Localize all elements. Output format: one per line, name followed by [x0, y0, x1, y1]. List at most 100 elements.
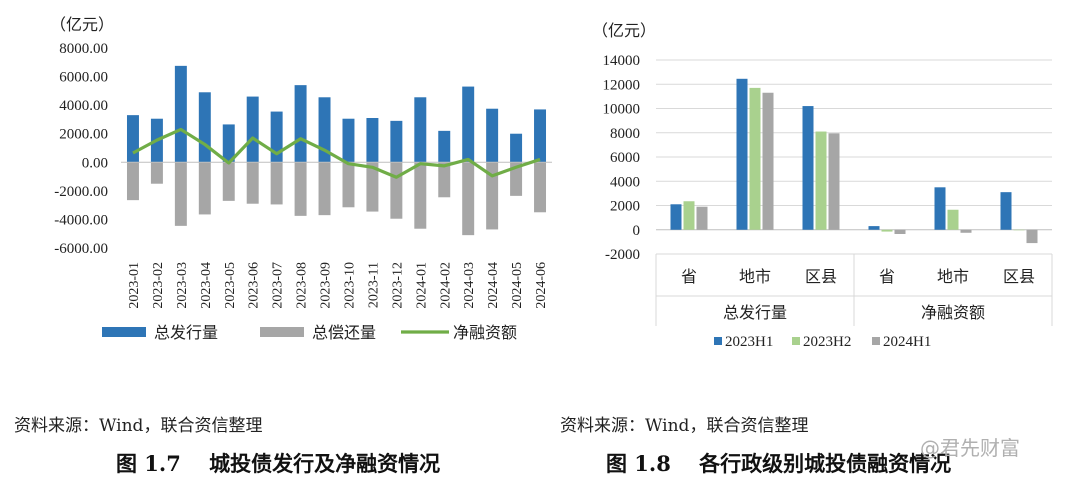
- issuance-bar: [126, 115, 139, 163]
- admin-level-bar: [1013, 229, 1025, 231]
- admin-level-bar: [762, 92, 774, 230]
- left-net-line: [132, 127, 541, 179]
- right-x-tick-label: 地市: [739, 267, 771, 286]
- left-x-tick-label: 2023-01: [127, 262, 142, 309]
- left-y-tick-label: -2000.00: [54, 184, 108, 200]
- legend-swatch: [792, 337, 800, 345]
- admin-level-bar: [894, 229, 906, 234]
- legend-label: 2024H1: [883, 334, 931, 350]
- left-y-tick-label: 8000.00: [59, 41, 108, 57]
- right-x-tick-label: 区县: [805, 267, 837, 286]
- left-x-tick-label: 2023-03: [175, 262, 190, 309]
- left-x-tick-label: 2023-11: [366, 262, 381, 308]
- issuance-bar: [366, 118, 379, 163]
- left-legend: 总发行量 总偿还量 净融资额: [102, 323, 517, 342]
- left-x-tick-label: 2023-09: [319, 262, 334, 309]
- right-y-tick-label: 8000: [610, 126, 640, 142]
- repayment-bar: [534, 162, 547, 213]
- admin-level-bar: [802, 106, 814, 230]
- right-group-label: 净融资额: [921, 303, 985, 322]
- issuance-bar: [510, 133, 523, 163]
- watermark: @君先财富: [920, 436, 1020, 460]
- right-y-tick-label: 2000: [610, 199, 640, 215]
- admin-level-bar: [749, 87, 761, 230]
- left-y-tick-label: 4000.00: [59, 98, 108, 114]
- repayment-bar: [366, 162, 379, 212]
- issuance-bar: [438, 130, 451, 163]
- repayment-bar: [246, 162, 259, 204]
- left-y-axis: 8000.00 6000.00 4000.00 2000.00 0.00 -2000.00…: [54, 41, 108, 257]
- issuance-bar: [534, 109, 547, 163]
- right-y-tick-label: 4000: [610, 174, 640, 190]
- left-x-tick-label: 2024-03: [462, 262, 477, 309]
- left-x-tick-label: 2024-04: [486, 262, 501, 309]
- admin-level-bar: [934, 187, 946, 230]
- left-x-tick-label: 2023-05: [223, 262, 238, 309]
- left-x-tick-label: 2023-10: [342, 262, 357, 309]
- admin-level-bar: [947, 209, 959, 230]
- repayment-bar: [318, 162, 331, 216]
- issuance-bar: [174, 65, 187, 163]
- right-source-note: 资料来源：Wind，联合资信整理: [560, 416, 809, 436]
- right-unit-label: （亿元）: [592, 21, 656, 40]
- issuance-bar: [414, 97, 427, 163]
- right-y-tick-label: 12000: [603, 77, 641, 93]
- left-y-tick-label: 0.00: [82, 155, 108, 171]
- issuance-net-financing-chart: （亿元） 8000.00 6000.00 4000.00 2000.00 0.00 -20…: [50, 15, 552, 342]
- legend-label: 总发行量: [154, 323, 218, 342]
- left-x-tick-label: 2023-12: [390, 262, 405, 309]
- issuance-bar: [198, 92, 211, 163]
- admin-level-bar: [1026, 229, 1038, 244]
- right-group-label: 总发行量: [723, 303, 787, 322]
- legend-label: 总偿还量: [312, 323, 376, 342]
- repayment-bar: [270, 162, 283, 205]
- legend-label: 净融资额: [453, 323, 517, 342]
- legend-swatch: [714, 337, 722, 345]
- left-x-tick-label: 2023-04: [199, 262, 214, 309]
- left-bars: [121, 65, 552, 236]
- right-y-tick-label: -2000: [605, 247, 640, 263]
- issuance-bar: [342, 118, 355, 163]
- issuance-bar: [294, 85, 307, 163]
- issuance-bar: [462, 86, 475, 163]
- left-x-tick-label: 2023-02: [151, 262, 166, 309]
- left-x-tick-label: 2024-06: [534, 262, 549, 309]
- legend-swatch: [102, 327, 146, 337]
- legend-swatch: [260, 327, 304, 337]
- left-x-tick-label: 2024-05: [510, 262, 525, 309]
- left-x-tick-label: 2024-01: [414, 262, 429, 309]
- repayment-bar: [126, 162, 139, 201]
- repayment-bar: [174, 162, 187, 226]
- left-x-tick-label: 2023-06: [247, 262, 262, 309]
- repayment-bar: [342, 162, 355, 208]
- net-financing-line: [132, 127, 541, 179]
- right-x-tick-label: 省: [879, 267, 895, 286]
- repayment-bar: [390, 162, 403, 219]
- repayment-bar: [510, 162, 523, 196]
- right-figure-caption: 图 1.8 各行政级别城投债融资情况: [606, 451, 952, 476]
- right-x-tick-label: 区县: [1003, 267, 1035, 286]
- right-y-tick-label: 6000: [610, 150, 640, 166]
- legend-label: 2023H2: [803, 334, 851, 350]
- left-x-tick-label: 2023-08: [295, 262, 310, 309]
- issuance-bar: [390, 120, 403, 163]
- issuance-bar: [486, 108, 499, 163]
- right-x-tick-label: 地市: [937, 267, 969, 286]
- repayment-bar: [294, 162, 307, 216]
- admin-level-chart: （亿元） 14000 12000 10000 8000 6000 4000 2000 0 -20…: [592, 21, 1053, 350]
- issuance-bar: [222, 124, 235, 163]
- issuance-bar: [270, 111, 283, 163]
- admin-level-bar: [1000, 192, 1012, 230]
- repayment-bar: [222, 162, 235, 201]
- right-legend: 2023H1 2023H2 2024H1: [714, 334, 931, 350]
- issuance-bar: [318, 97, 331, 163]
- left-source-note: 资料来源：Wind，联合资信整理: [14, 416, 263, 436]
- left-unit-label: （亿元）: [50, 15, 114, 34]
- admin-level-bar: [881, 229, 893, 232]
- repayment-bar: [486, 162, 499, 230]
- left-x-tick-label: 2023-07: [271, 262, 286, 309]
- left-figure-caption: 图 1.7 城投债发行及净融资情况: [116, 451, 441, 476]
- admin-level-bar: [960, 229, 972, 233]
- legend-swatch: [872, 337, 880, 345]
